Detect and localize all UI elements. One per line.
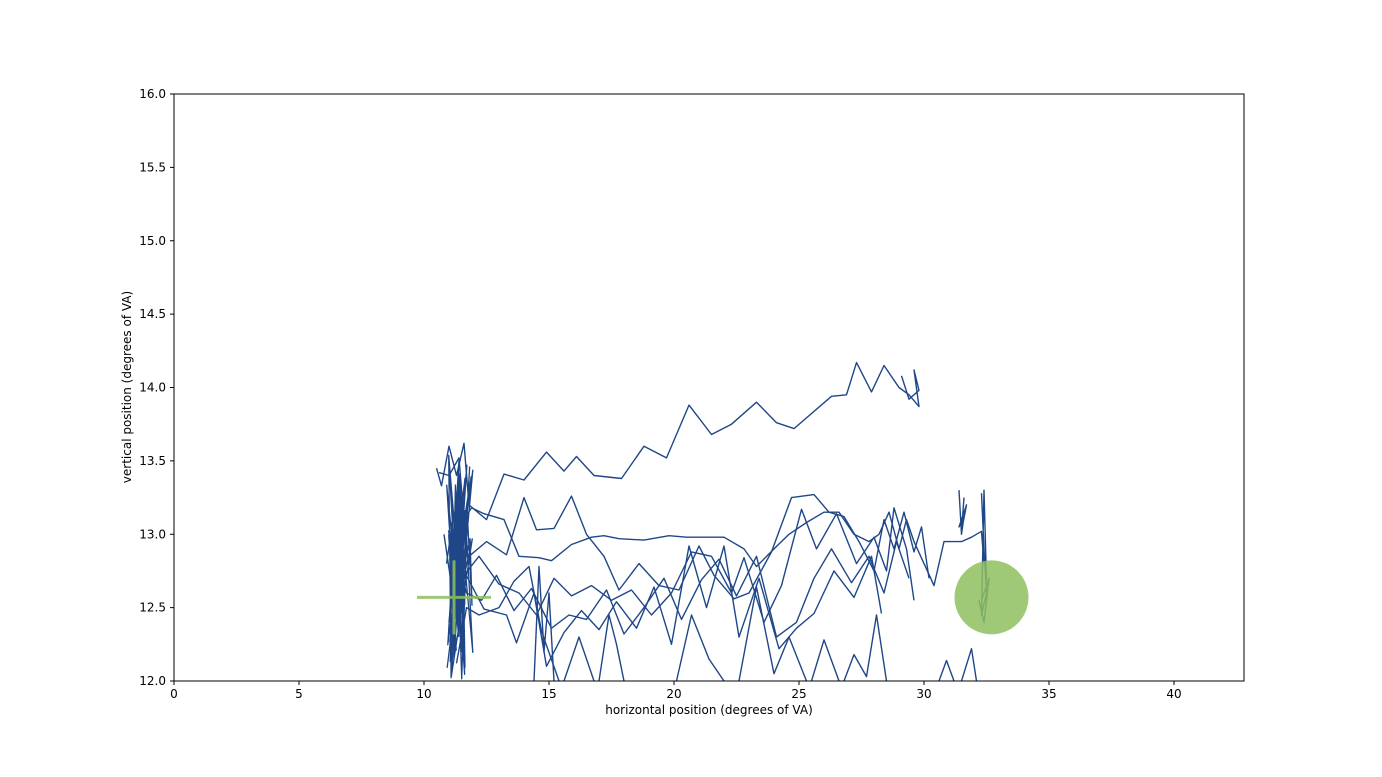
gaze-trace-1	[435, 361, 920, 521]
y-tick-label: 12.5	[139, 601, 166, 615]
gaze-trace-12	[738, 586, 808, 681]
x-tick-label: 10	[416, 687, 431, 701]
x-tick-label: 40	[1166, 687, 1181, 701]
x-tick-label: 20	[666, 687, 681, 701]
y-tick-label: 12.0	[139, 674, 166, 688]
gaze-trace-14	[843, 614, 888, 681]
x-axis-label: horizontal position (degrees of VA)	[605, 703, 813, 717]
y-axis-label: vertical position (degrees of VA)	[120, 291, 134, 483]
y-tick-label: 15.5	[139, 160, 166, 174]
y-tick-label: 15.0	[139, 234, 166, 248]
y-tick-label: 16.0	[139, 87, 166, 101]
gaze-trace-3	[443, 493, 930, 600]
gaze-trace-9	[563, 636, 595, 681]
gaze-trace-10	[598, 614, 625, 681]
x-tick-label: 15	[541, 687, 556, 701]
y-tick-label: 14.0	[139, 381, 166, 395]
x-tick-label: 5	[295, 687, 303, 701]
x-tick-label: 25	[791, 687, 806, 701]
y-axis-ticks: 12.0 12.5 13.0 13.5 14.0 14.5 15.0 15.5 16.0	[139, 87, 174, 688]
gaze-trace-17	[958, 490, 968, 535]
y-tick-label: 13.0	[139, 527, 166, 541]
gaze-trace-15	[938, 659, 955, 681]
y-tick-label: 14.5	[139, 307, 166, 321]
gaze-trace-8	[533, 565, 555, 681]
gaze-trace-6	[450, 545, 883, 667]
x-tick-label: 0	[170, 687, 178, 701]
x-axis-ticks: 0 5 10 15 20 25 30 35 40	[170, 681, 1182, 701]
fixation-cross	[417, 560, 491, 635]
gaze-trace-5	[448, 540, 910, 638]
gaze-trace-4	[445, 507, 915, 623]
y-tick-label: 13.5	[139, 454, 166, 468]
plot-background	[174, 94, 1244, 681]
gaze-trace-16	[960, 648, 978, 681]
fixation-jitter-trace	[446, 454, 474, 680]
gaze-trace-11	[675, 614, 725, 681]
markers	[417, 560, 1029, 635]
target-circle	[954, 560, 1029, 635]
x-tick-label: 30	[916, 687, 931, 701]
x-tick-label: 35	[1041, 687, 1056, 701]
gaze-trace-13	[810, 639, 840, 681]
